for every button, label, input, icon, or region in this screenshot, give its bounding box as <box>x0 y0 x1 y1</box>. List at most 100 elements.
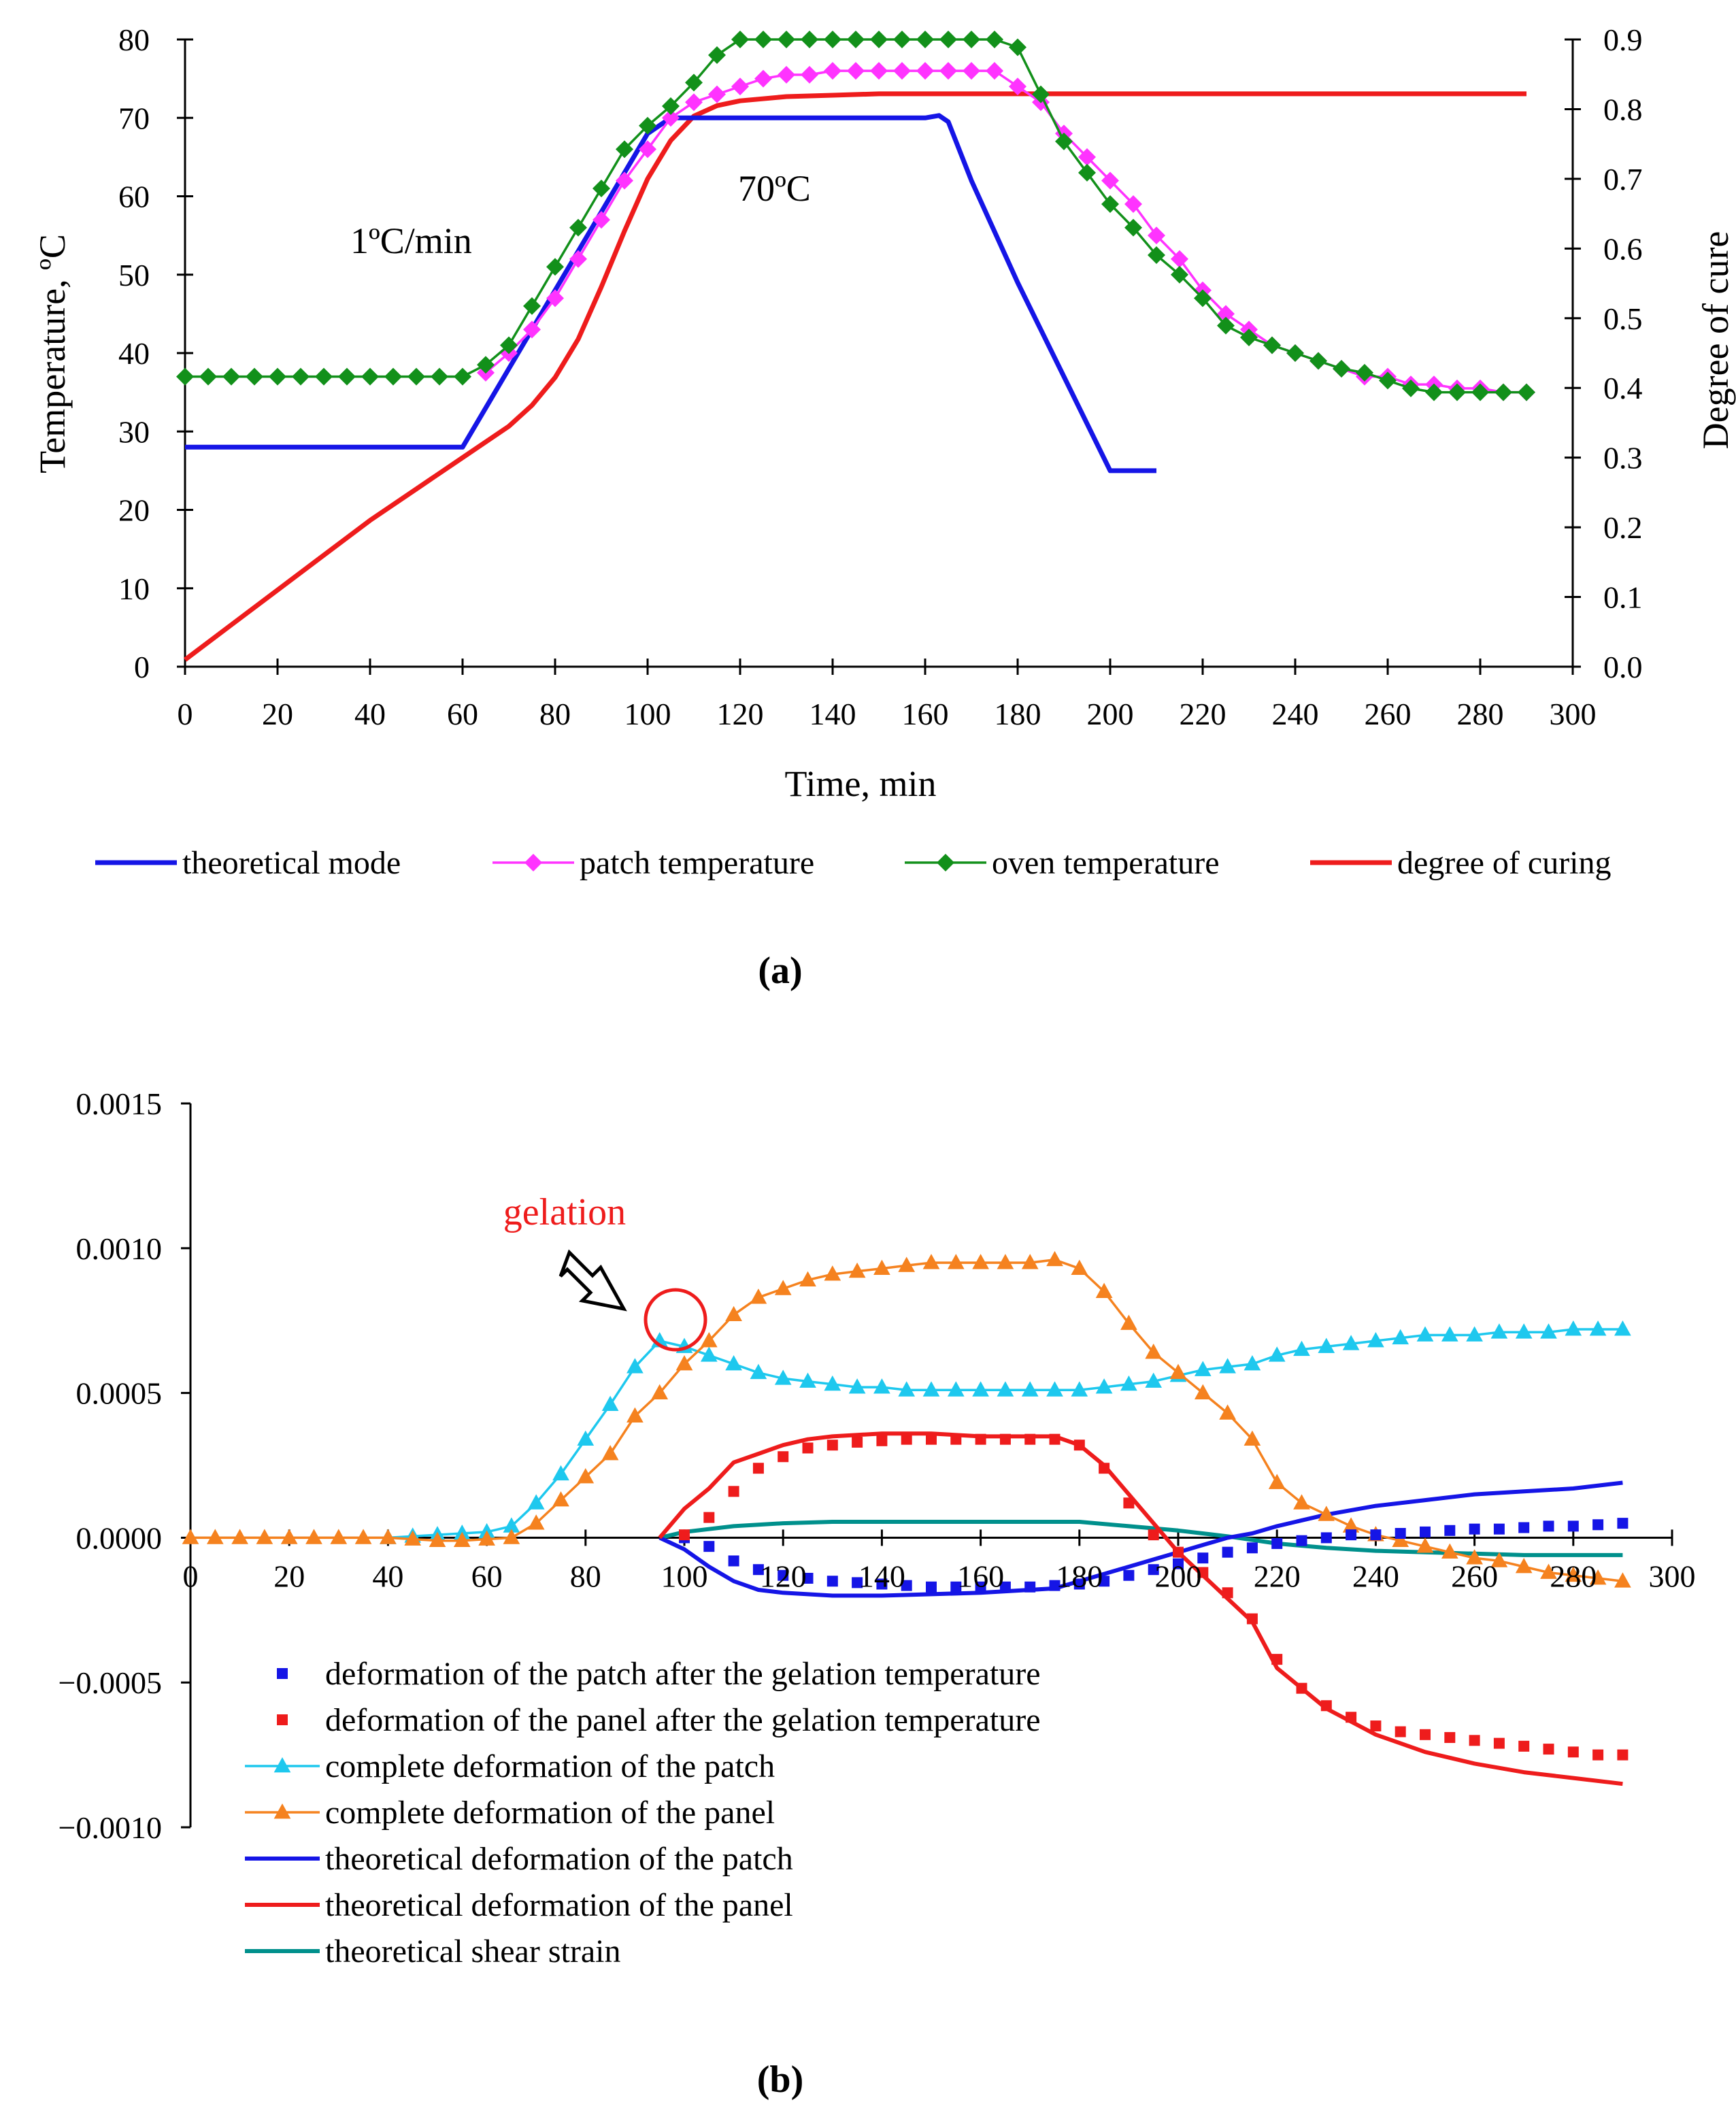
chart-b-point-orange <box>824 1265 841 1281</box>
chart-b-point-orange <box>182 1529 199 1544</box>
chart-b-point-blue <box>926 1581 937 1593</box>
chart-a-point-green <box>893 31 911 48</box>
chart-a-point-green <box>1032 85 1050 103</box>
chart-b-point-cyan <box>527 1494 545 1510</box>
chart-b-point-orange <box>527 1514 545 1530</box>
chart-b-point-cyan <box>922 1381 940 1397</box>
chart-a-point-green <box>1448 383 1466 401</box>
chart-a-point-magenta <box>1009 78 1026 96</box>
chart-b-point-blue <box>1123 1569 1135 1581</box>
chart-b-point-cyan <box>1466 1326 1483 1342</box>
chart-b-point-orange <box>1441 1543 1458 1559</box>
chart-b-point-orange <box>1046 1250 1063 1267</box>
chart-b-point-cyan <box>1589 1320 1607 1336</box>
chart-b-point-orange <box>750 1288 767 1304</box>
chart-a-point-green <box>546 258 564 276</box>
chart-b-point-orange <box>1614 1572 1631 1588</box>
chart-a-point-green <box>708 46 726 65</box>
chart-b-series <box>182 1250 1631 1786</box>
chart-b-point-cyan <box>1515 1323 1533 1339</box>
chart-b-point-red <box>1296 1682 1307 1694</box>
chart-a-x-tick-label: 160 <box>902 697 949 731</box>
chart-a-y2-tick-label: 0.1 <box>1603 580 1643 615</box>
chart-b-point-red <box>1024 1433 1036 1445</box>
chart-b-point-blue <box>1567 1520 1579 1532</box>
chart-b-point-cyan <box>1540 1323 1557 1339</box>
chart-b-point-cyan <box>1145 1372 1163 1388</box>
chart-b-point-cyan <box>972 1381 989 1397</box>
chart-b-series-line-orange <box>190 1259 1623 1582</box>
chart-b-point-blue <box>1173 1558 1184 1569</box>
chart-b-point-blue <box>1444 1525 1456 1536</box>
chart-b-point-red <box>1567 1746 1579 1758</box>
chart-b-point-blue <box>1222 1546 1233 1558</box>
chart-b-y-tick-label: −0.0010 <box>59 1810 162 1845</box>
chart-b-point-red <box>1123 1497 1135 1509</box>
chart-a-point-green <box>523 297 541 315</box>
chart-b-x-tick-label: 200 <box>1155 1559 1202 1593</box>
chart-a-point-green <box>639 116 656 135</box>
chart-b-point-orange <box>1342 1517 1360 1533</box>
chart-a-x-tick-label: 240 <box>1272 697 1319 731</box>
chart-b-y-tick-label: 0.0000 <box>76 1520 163 1555</box>
chart-a-point-magenta <box>1148 227 1165 245</box>
chart-b-point-cyan <box>627 1358 644 1374</box>
chart-a-point-green <box>315 367 333 386</box>
chart-b-point-blue <box>778 1569 789 1581</box>
panel-label-a: (a) <box>758 950 802 992</box>
chart-b-point-blue <box>999 1581 1011 1593</box>
chart-a-x-tick-label: 140 <box>809 697 856 731</box>
chart-b-point-red <box>1444 1732 1456 1744</box>
chart-a-point-green <box>1124 218 1142 237</box>
chart-b-legend: deformation of the patch after the gelat… <box>245 1656 1041 1969</box>
legend-a-label: degree of curing <box>1397 845 1612 881</box>
chart-b-point-cyan <box>1416 1326 1434 1342</box>
chart-a-point-green <box>963 31 980 48</box>
chart-b-point-orange <box>947 1254 965 1269</box>
chart-b-point-blue <box>1148 1564 1159 1576</box>
chart-b-point-cyan <box>1367 1331 1384 1348</box>
chart-a-y-tick-label: 60 <box>118 180 150 214</box>
chart-a-point-green <box>1171 265 1188 284</box>
chart-b-point-orange <box>651 1384 669 1399</box>
legend-b-label: theoretical deformation of the panel <box>325 1887 793 1923</box>
chart-b-point-blue <box>1246 1542 1258 1554</box>
legend-b-label: theoretical shear strain <box>325 1933 620 1969</box>
chart-a-point-magenta <box>708 85 726 103</box>
chart-b-point-blue <box>703 1541 715 1552</box>
chart-a-x-tick-label: 280 <box>1457 697 1504 731</box>
chart-a-point-magenta <box>754 69 772 88</box>
gelation-arrow-icon <box>558 1249 627 1312</box>
chart-a-point-green <box>1194 289 1212 307</box>
chart-a-point-green <box>685 73 703 92</box>
chart-a-point-green <box>222 367 240 386</box>
chart-a-y2-tick-label: 0.5 <box>1603 301 1643 336</box>
chart-b-point-blue <box>1395 1528 1406 1540</box>
legend-a-label: patch temperature <box>580 845 814 881</box>
chart-b-point-red <box>1370 1720 1382 1732</box>
chart-b-x-tick-label: 240 <box>1352 1559 1399 1593</box>
chart-a-point-green <box>1101 195 1119 214</box>
chart-b-x-tick-label: 0 <box>183 1559 199 1593</box>
chart-a-point-green <box>1518 383 1535 401</box>
chart-b-point-red <box>1469 1735 1480 1746</box>
chart-b-point-orange <box>1145 1344 1163 1359</box>
chart-b-point-red <box>1617 1749 1629 1761</box>
chart-a-point-green <box>269 367 286 386</box>
chart-b-point-cyan <box>947 1381 965 1397</box>
chart-a-point-magenta <box>939 62 957 80</box>
chart-a-point-green <box>1333 360 1350 378</box>
chart-a-point-green <box>500 336 518 354</box>
chart-b-point-orange <box>1466 1549 1483 1565</box>
chart-b-x-tick-label: 160 <box>957 1559 1004 1593</box>
chart-b-point-cyan <box>1243 1355 1261 1371</box>
chart-a-point-magenta <box>546 289 564 307</box>
chart-a-point-green <box>176 367 194 386</box>
chart-b-point-cyan <box>1490 1323 1508 1339</box>
chart-b-point-blue <box>1049 1580 1061 1591</box>
legend-b-marker-cyan <box>273 1757 291 1773</box>
chart-b-point-orange <box>380 1529 397 1544</box>
chart-b-tick-labels: 0 20 40 60 80 100 120 140 160 180 200 220 240 260 280 3… <box>59 1086 1696 1845</box>
chart-a-point-green <box>986 31 1003 48</box>
chart-b-point-red <box>901 1433 912 1445</box>
